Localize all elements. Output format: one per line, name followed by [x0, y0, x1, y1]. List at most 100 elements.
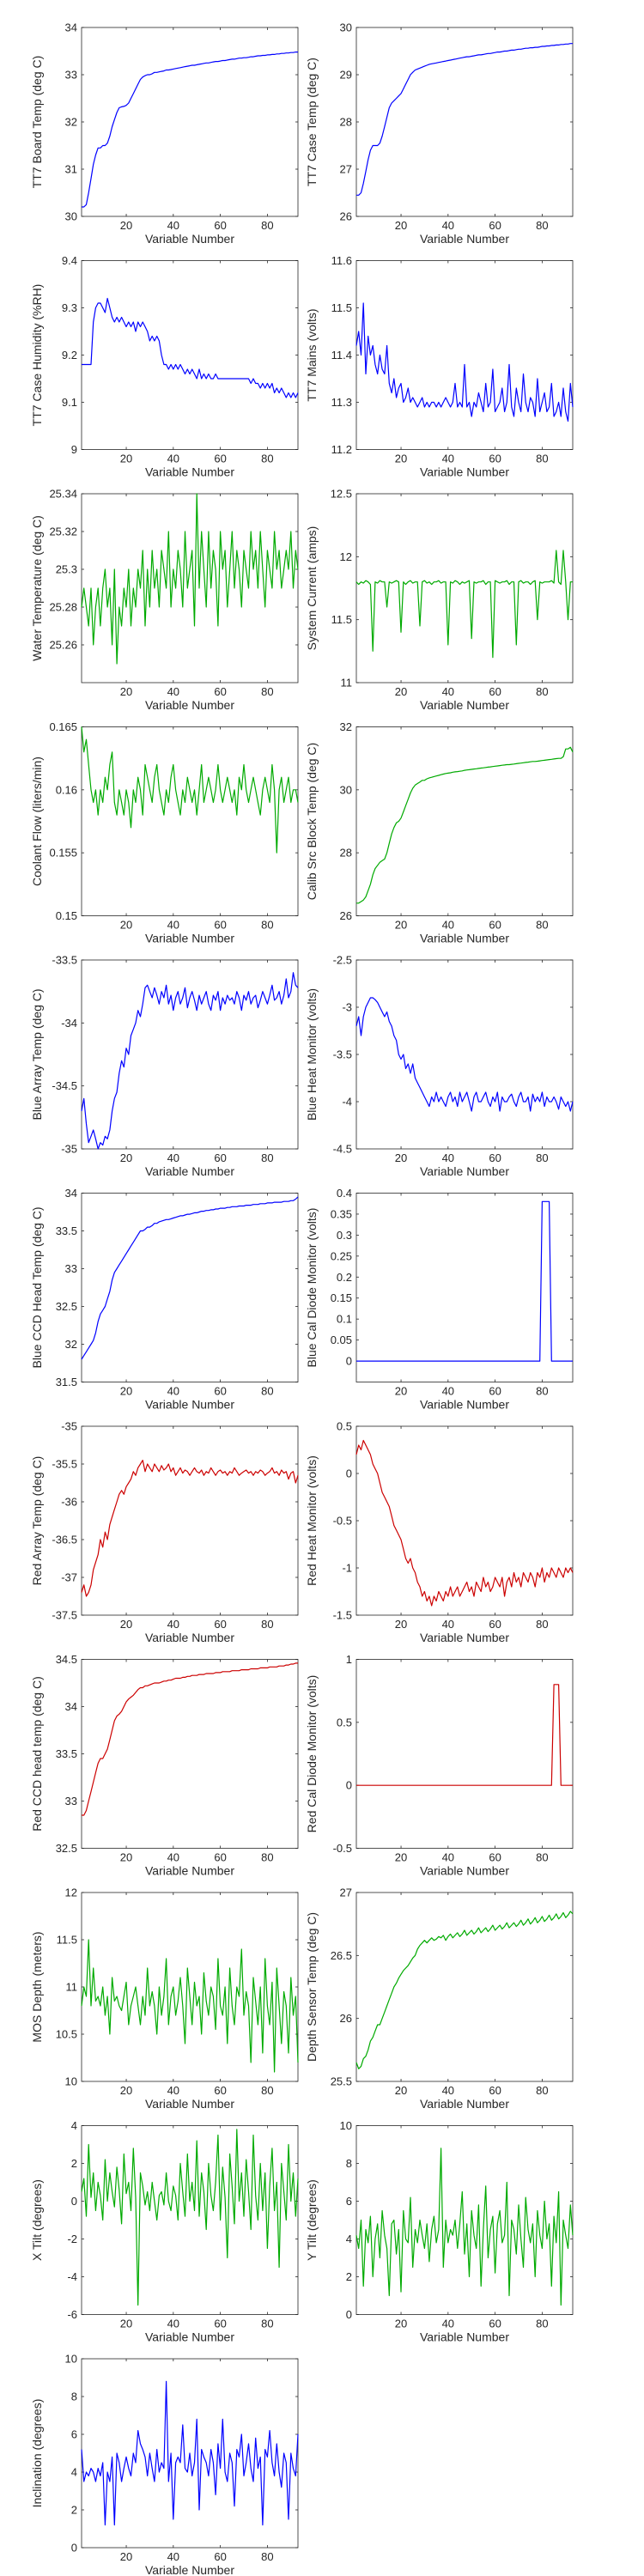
x-tick-label: 60	[489, 1618, 501, 1631]
series-line	[81, 972, 299, 1150]
y-tick-label: 0.155	[49, 847, 77, 860]
y-tick-label: 34.5	[56, 1653, 77, 1666]
y-tick-label: 8	[71, 2391, 77, 2403]
x-tick-label: 80	[261, 453, 273, 465]
x-tick-label: 60	[214, 1618, 226, 1631]
y-tick-label: -35	[61, 1420, 77, 1433]
plot-area	[81, 27, 299, 217]
x-tick-label: 80	[261, 1385, 273, 1398]
x-tick-label: 40	[167, 219, 179, 232]
x-tick-label: 40	[167, 2318, 179, 2330]
chart-panel: 20 40 60 80 0.15 0.155 0.16 0.165 Variable Numbe…	[30, 720, 299, 945]
x-axis-label: Variable Number	[420, 1864, 509, 1878]
x-tick-label: 20	[120, 2550, 132, 2563]
x-tick-label: 40	[442, 2084, 454, 2097]
x-tick-label: 40	[167, 919, 179, 932]
y-tick-label: 33.5	[56, 1224, 77, 1237]
x-tick-label: 40	[442, 685, 454, 698]
series-line	[355, 302, 574, 422]
x-tick-label: 40	[167, 453, 179, 465]
x-tick-label: 40	[442, 453, 454, 465]
y-axis-label: Depth Sensor Temp (deg C)	[305, 1912, 319, 2062]
x-tick-label: 20	[395, 2084, 407, 2097]
y-axis-label: System Current (amps)	[305, 526, 319, 651]
x-tick-label: 80	[536, 453, 548, 465]
y-tick-label: 25.34	[49, 488, 77, 501]
x-axis-label: Variable Number	[145, 1631, 234, 1644]
y-tick-label: 10.5	[56, 2028, 77, 2041]
y-axis-label: TT7 Case Temp (deg C)	[305, 58, 319, 186]
x-tick-label: 40	[167, 1618, 179, 1631]
y-tick-label: 0	[71, 2542, 77, 2555]
y-tick-label: 11.4	[331, 349, 352, 361]
y-tick-label: 32	[340, 720, 352, 733]
x-axis-label: Variable Number	[145, 465, 234, 479]
x-tick-label: 60	[214, 2550, 226, 2563]
y-tick-label: 0.165	[49, 720, 77, 733]
y-tick-label: 0	[346, 1467, 352, 1480]
y-tick-label: 0.1	[337, 1313, 352, 1326]
chart-panel: 20 40 60 80 -1.5 -1 -0.5 0 0.5 Variable Number Red…	[305, 1420, 574, 1644]
chart-panel: 20 40 60 80 25.26 25.28 25.3 25.32 25.34 Variable…	[30, 488, 299, 712]
x-axis-label: Variable Number	[145, 2330, 234, 2344]
y-axis-label: Blue Heat Monitor (volts)	[305, 988, 319, 1121]
x-tick-label: 60	[214, 2318, 226, 2330]
plot-area	[81, 726, 299, 916]
y-tick-label: 0.35	[331, 1207, 352, 1220]
x-tick-label: 60	[214, 1151, 226, 1164]
x-tick-label: 80	[536, 1385, 548, 1398]
y-axis-label: TT7 Case Humidity (%RH)	[30, 284, 44, 427]
y-tick-label: 0	[346, 2308, 352, 2321]
x-axis-label: Variable Number	[145, 698, 234, 712]
x-tick-label: 40	[167, 1151, 179, 1164]
x-tick-label: 60	[489, 1151, 501, 1164]
x-tick-label: 80	[261, 2550, 273, 2563]
series-line	[356, 1200, 573, 1362]
series-line	[355, 550, 573, 659]
series-line	[82, 1662, 298, 1816]
x-tick-label: 60	[214, 685, 226, 698]
y-tick-label: 0.5	[337, 1716, 352, 1728]
y-tick-label: 12	[340, 550, 352, 563]
y-tick-label: 11	[66, 1981, 78, 1994]
plot-area	[81, 1193, 299, 1382]
y-tick-label: 0.16	[56, 783, 77, 796]
y-tick-label: 33	[65, 69, 77, 82]
y-tick-label: 0	[346, 1355, 352, 1368]
y-tick-label: -6	[67, 2308, 77, 2321]
y-axis-label: Red Array Temp (deg C)	[30, 1456, 44, 1586]
x-axis-label: Variable Number	[145, 232, 234, 246]
x-tick-label: 20	[395, 685, 407, 698]
series-line	[81, 1459, 299, 1597]
y-tick-label: 30	[340, 21, 352, 34]
plot-area	[355, 260, 574, 450]
y-axis-label: TT7 Board Temp (deg C)	[30, 56, 44, 189]
x-tick-label: 20	[395, 919, 407, 932]
y-tick-label: 33	[65, 1262, 77, 1275]
series-line	[82, 297, 299, 398]
chart-panel: 20 40 60 80 -0.5 0 0.5 1 Variable Number Red Cal …	[305, 1653, 574, 1878]
x-tick-label: 40	[167, 1851, 179, 1864]
x-tick-label: 80	[261, 2084, 273, 2097]
y-tick-label: 4	[71, 2466, 77, 2479]
y-tick-label: -37	[61, 1571, 77, 1584]
x-tick-label: 20	[120, 453, 132, 465]
y-tick-label: -4	[342, 1096, 352, 1109]
x-tick-label: 60	[489, 1385, 501, 1398]
series-line	[355, 997, 574, 1112]
y-tick-label: 9.2	[62, 349, 77, 361]
y-tick-label: 25.3	[56, 563, 77, 576]
series-line	[81, 1939, 299, 2073]
x-tick-label: 80	[536, 1618, 548, 1631]
x-tick-label: 20	[395, 2318, 407, 2330]
y-tick-label: 28	[340, 847, 352, 860]
y-tick-label: 9.3	[62, 301, 77, 314]
x-tick-label: 40	[442, 919, 454, 932]
x-axis-label: Variable Number	[420, 2097, 509, 2111]
x-tick-label: 20	[395, 1385, 407, 1398]
y-tick-label: 10	[340, 2119, 352, 2132]
x-tick-label: 80	[536, 919, 548, 932]
series-line	[356, 43, 573, 196]
chart-panel: 20 40 60 80 32.5 33 33.5 34 34.5 Variable Number R…	[30, 1653, 299, 1878]
y-tick-label: 32	[65, 116, 77, 129]
